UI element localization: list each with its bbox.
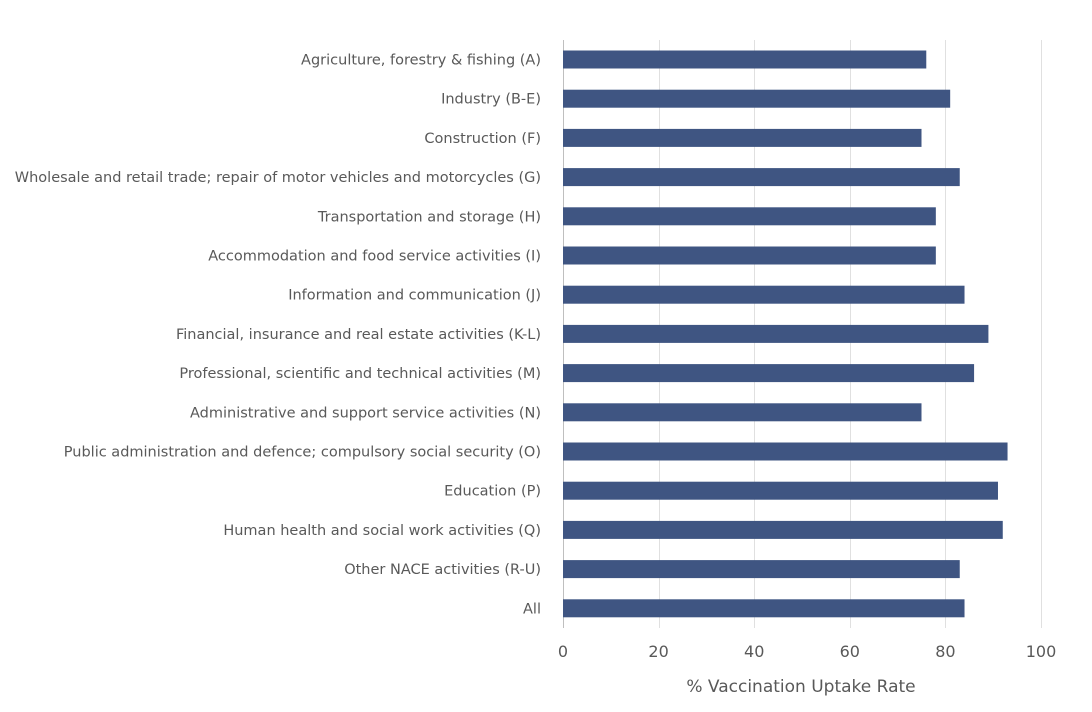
bar-2[interactable] [563,128,922,147]
bar-0[interactable] [563,50,927,69]
category-label-11: Education (P) [444,484,541,500]
category-label-8: Professional, scientific and technical a… [179,366,541,382]
category-label-5: Accommodation and food service activitie… [208,249,541,265]
bar-6[interactable] [563,285,965,304]
category-label-0: Agriculture, forestry & fishing (A) [301,53,541,69]
bar-14[interactable] [563,599,965,618]
category-label-1: Industry (B-E) [441,92,541,108]
category-label-14: All [523,601,541,617]
bar-1[interactable] [563,89,951,108]
bar-7[interactable] [563,324,989,343]
bar-3[interactable] [563,168,960,187]
bar-12[interactable] [563,520,1003,539]
category-label-6: Information and communication (J) [288,288,541,304]
bar-9[interactable] [563,403,922,422]
category-label-10: Public administration and defence; compu… [64,445,541,461]
x-tick-label-20: 20 [648,642,668,661]
category-label-layer: Agriculture, forestry & fishing (A) Indus… [15,53,541,618]
x-tick-label-40: 40 [744,642,764,661]
x-tick-label-0: 0 [558,642,568,661]
category-label-12: Human health and social work activities … [223,523,541,539]
tick-label-layer: 0 20 40 60 80 100 [558,642,1056,661]
category-label-13: Other NACE activities (R-U) [344,562,541,578]
bar-13[interactable] [563,560,960,579]
bar-8[interactable] [563,364,975,383]
x-tick-label-100: 100 [1026,642,1057,661]
x-tick-label-60: 60 [840,642,860,661]
category-label-7: Financial, insurance and real estate act… [176,327,541,343]
category-label-2: Construction (F) [424,131,541,147]
bar-5[interactable] [563,246,936,265]
category-label-3: Wholesale and retail trade; repair of mo… [15,170,541,186]
bar-11[interactable] [563,481,998,500]
category-label-9: Administrative and support service activ… [190,405,541,421]
category-label-4: Transportation and storage (H) [317,209,541,225]
bar-4[interactable] [563,207,936,226]
x-tick-label-80: 80 [935,642,955,661]
bar-layer [563,50,1008,618]
x-axis-title: % Vaccination Uptake Rate [686,677,915,697]
bar-10[interactable] [563,442,1008,461]
